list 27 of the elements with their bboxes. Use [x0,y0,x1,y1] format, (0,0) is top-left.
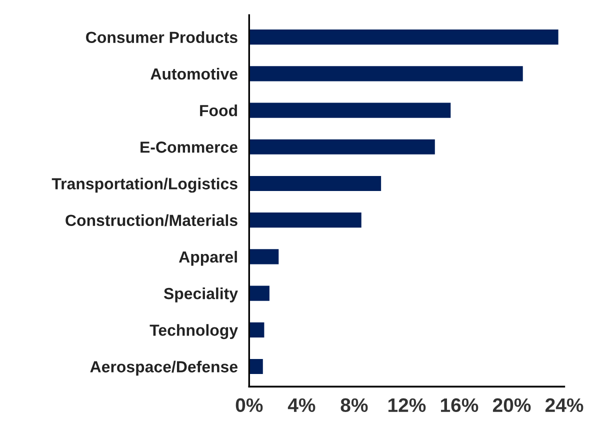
x-tick-label: 0% [236,398,263,412]
y-tick-label: Transportation/Logistics [52,178,238,193]
bar [249,101,452,120]
y-tick-label: Technology [150,324,238,340]
y-tick-label: E-Commerce [140,142,238,153]
x-tick-label: 20% [492,398,531,412]
bar [249,284,271,302]
x-tick-label: 12% [388,398,426,412]
bar [249,320,266,339]
bar [249,248,280,266]
bar [249,28,560,46]
x-tick-label: 24% [545,398,584,412]
y-tick-label: Automotive [150,68,238,80]
y-tick-label: Apparel [178,250,237,266]
bar [249,358,264,376]
bar [249,64,524,83]
y-tick-label: Speciality [164,288,238,302]
x-tick-label: 16% [440,398,478,412]
bar [249,174,382,192]
x-tick-label: 4% [288,398,316,412]
y-tick-label: Food [200,104,237,116]
y-tick-label: Construction/Materials [66,214,238,226]
y-tick-label: Aerospace/Defense [90,360,238,376]
bar [249,211,363,230]
bar [249,138,436,156]
y-tick-label: Consumer Products [86,31,238,44]
x-tick-label: 8% [340,398,368,412]
